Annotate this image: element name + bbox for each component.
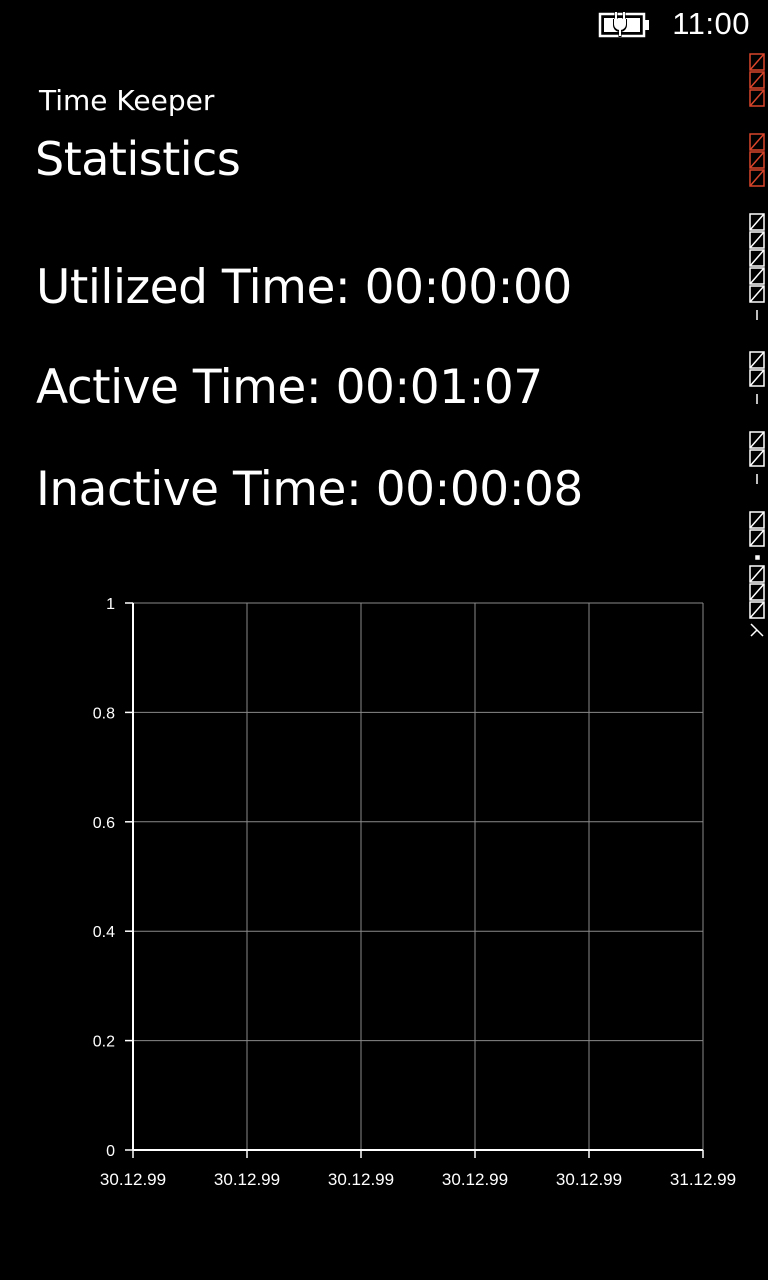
utilized-time: Utilized Time: 00:00:00 xyxy=(36,260,572,315)
statistics-chart: 0 0.2 0.4 0.6 0.8 1 30.12.99 30.12.99 30.12.99 30… xyxy=(93,596,736,1189)
x-tick-label: 31.12.99 xyxy=(670,1170,736,1189)
y-tick-label: 0 xyxy=(106,1143,115,1160)
y-tick-label: 1 xyxy=(106,596,115,613)
page-title: Statistics xyxy=(35,132,241,186)
battery-charging-icon xyxy=(598,12,649,38)
x-tick-label: 30.12.99 xyxy=(100,1170,166,1189)
inactive-time: Inactive Time: 00:00:08 xyxy=(36,462,583,517)
clock: 11:00 xyxy=(672,6,750,41)
x-tick-label: 30.12.99 xyxy=(442,1170,508,1189)
x-tick-label: 30.12.99 xyxy=(214,1170,280,1189)
y-tick-label: 0.8 xyxy=(93,705,115,722)
x-tick-label: 30.12.99 xyxy=(328,1170,394,1189)
status-bar: 11:00 xyxy=(0,0,768,50)
active-time: Active Time: 00:01:07 xyxy=(36,360,543,415)
x-tick-label: 30.12.99 xyxy=(556,1170,622,1189)
debug-overlay-strip xyxy=(749,53,765,637)
app-title: Time Keeper xyxy=(39,84,215,117)
y-tick-label: 0.6 xyxy=(93,815,115,832)
y-tick-label: 0.2 xyxy=(93,1034,115,1051)
y-tick-label: 0.4 xyxy=(93,924,115,941)
